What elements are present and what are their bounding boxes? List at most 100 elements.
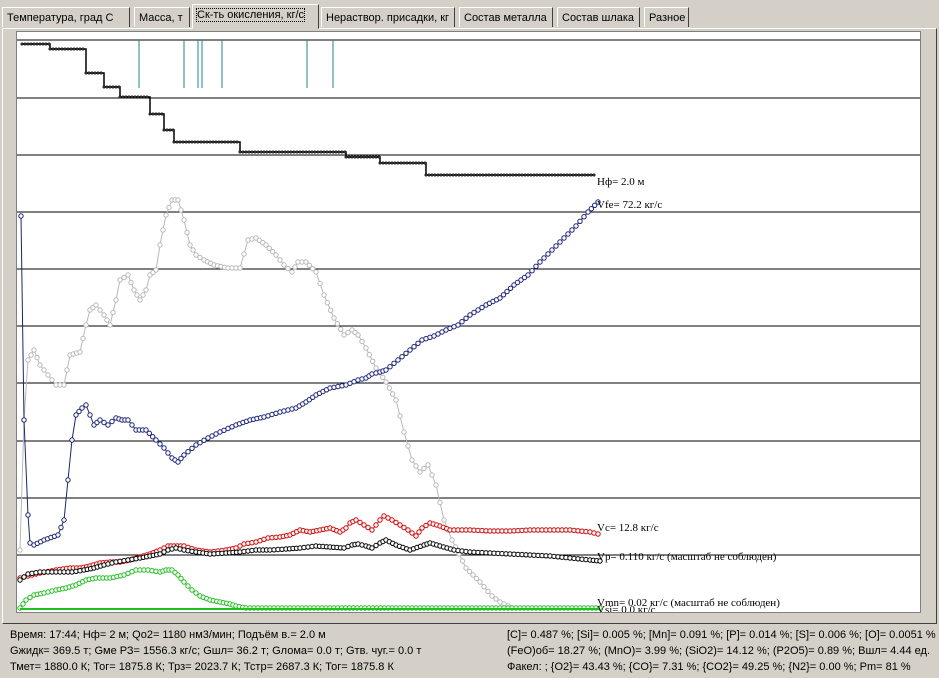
hf-series-point-146 [445,173,449,177]
vfe-series-point-120 [459,319,465,325]
grey-series-point-5 [34,354,40,361]
hf-series-point-26 [96,71,100,75]
vc-series-point-100 [373,522,379,528]
hf-series-point-29 [105,85,109,89]
hf-series-point-74 [235,140,239,144]
grey-series-point-33 [131,287,137,293]
hf-series-point-185 [562,173,566,177]
grey-series-point-22 [93,302,99,308]
hf-series-point-24 [90,71,94,75]
vfe-series-point-37 [146,430,153,436]
hf-series-point-112 [347,155,351,159]
hf-series-point-182 [553,173,557,177]
hf-series-point-168 [511,173,515,177]
hf-series-point-55 [178,140,182,144]
hf-series-point-62 [199,140,203,144]
vmn-series-point-2 [23,597,29,603]
hf-series-point-139 [424,173,428,177]
vfe-series-point-52 [201,437,207,443]
vp-series-point-1 [21,574,27,580]
hf-series-point-43 [145,95,149,99]
hf-series-point-158 [481,173,485,177]
hf-series-point-138 [423,161,427,165]
tab-slag-composition[interactable]: Состав шлака [557,7,640,27]
grey-series-point-87 [317,280,323,287]
tab-metal-composition[interactable]: Состав металла [459,7,553,27]
grey-series-point-32 [128,279,134,286]
status-left: Время: 17:44; Нф= 2 м; Qo2= 1180 нм3/мин… [10,627,421,675]
vfe-series-point-46 [178,455,184,462]
grey-series-point-78 [285,265,291,272]
hf-series-point-130 [399,161,403,165]
series-label-Нф: Нф= 2.0 м [597,176,645,188]
vfe-series-point-41 [161,445,167,451]
hf-series-point-17 [69,47,73,51]
hf-series-point-82 [259,150,263,154]
status-line-metal: [C]= 0.487 %; [Si]= 0.005 %; [Mn]= 0.091… [507,629,936,641]
grey-series-point-86 [313,269,319,275]
hf-series-point-85 [268,150,272,154]
hf-series-point-173 [526,173,530,177]
grey-series-point-6 [37,362,43,368]
hf-series-point-141 [430,173,434,177]
hf-series-point-131 [402,161,406,165]
grey-series-point-102 [370,358,376,364]
grey-series-point-79 [289,269,295,275]
vfe-series-point-124 [475,307,481,313]
vc-series-point-107 [401,524,407,531]
tab-misc[interactable]: Разное [644,7,689,27]
vc-series-point-99 [369,527,375,533]
grey-series-point-25 [104,317,110,323]
hf-series-point-28 [102,85,106,89]
vfe-series-point-1 [21,417,27,423]
vp-series-point-0 [17,577,23,583]
grey-series-point-52 [190,247,196,253]
hf-series-point-1 [23,42,27,46]
hf-series-point-104 [325,150,329,154]
grey-series-point-7 [41,367,47,373]
vfe-series-point-139 [529,268,535,274]
grey-series-point-109 [393,397,399,403]
tab-undissolved-additions[interactable]: Нераствор. присадки, кг [321,7,455,27]
hf-series-point-120 [371,155,375,159]
grey-series-point-118 [429,472,435,478]
vfe-series-point-144 [549,247,555,253]
hf-series-point-152 [463,173,467,177]
grey-series-point-85 [310,266,316,272]
hf-series-point-157 [478,173,482,177]
hf-series-point-6 [38,42,42,46]
series-label-Vc: Vc= 12.8 кг/с [597,522,659,534]
hf-series-point-30 [108,85,112,89]
hf-series-point-99 [310,150,314,154]
vfe-series-point-138 [525,272,531,278]
grey-series-point-42 [160,227,166,233]
vfe-series-point-12 [58,524,64,531]
hf-series-point-107 [334,150,338,154]
hf-series-point-111 [344,155,348,159]
hf-series-point-38 [130,95,134,99]
vfe-series-point-151 [577,218,583,225]
tab-mass[interactable]: Масса, т [134,7,190,27]
hf-series-point-125 [384,161,388,165]
tab-temperature[interactable]: Температура, град С [2,7,130,27]
vmn-series-point-46 [178,575,184,582]
grey-series-point-18 [80,335,86,342]
grey-series-point-131 [477,579,483,585]
hf-series-point-2 [26,42,30,46]
grey-series-point-37 [143,287,149,293]
hf-series-point-161 [490,173,494,177]
hf-series-point-45 [151,112,155,116]
tab-oxidation-rate[interactable]: Ск-ть окисления, кг/с [192,4,319,29]
hf-series-point-0 [20,42,24,46]
hf-series-point-39 [133,95,137,99]
grey-series-point-127 [463,565,469,571]
status-line-temperatures: Тмет= 1880.0 К; Тог= 1875.8 К; Трз= 2023… [10,661,394,673]
hf-series-point-155 [472,173,476,177]
grey-series-point-65 [237,265,243,271]
hf-series-point-64 [205,140,209,144]
vc-series-point-113 [423,522,429,529]
vfe-series-point-154 [588,206,594,212]
vfe-series-point-19 [83,402,89,408]
grey-series-point-108 [390,391,396,397]
oxidation-rate-chart: Нф= 2.0 м Vfe= 72.2 кг/с Vc= 12.8 кг/с Vp= … [17,39,920,612]
